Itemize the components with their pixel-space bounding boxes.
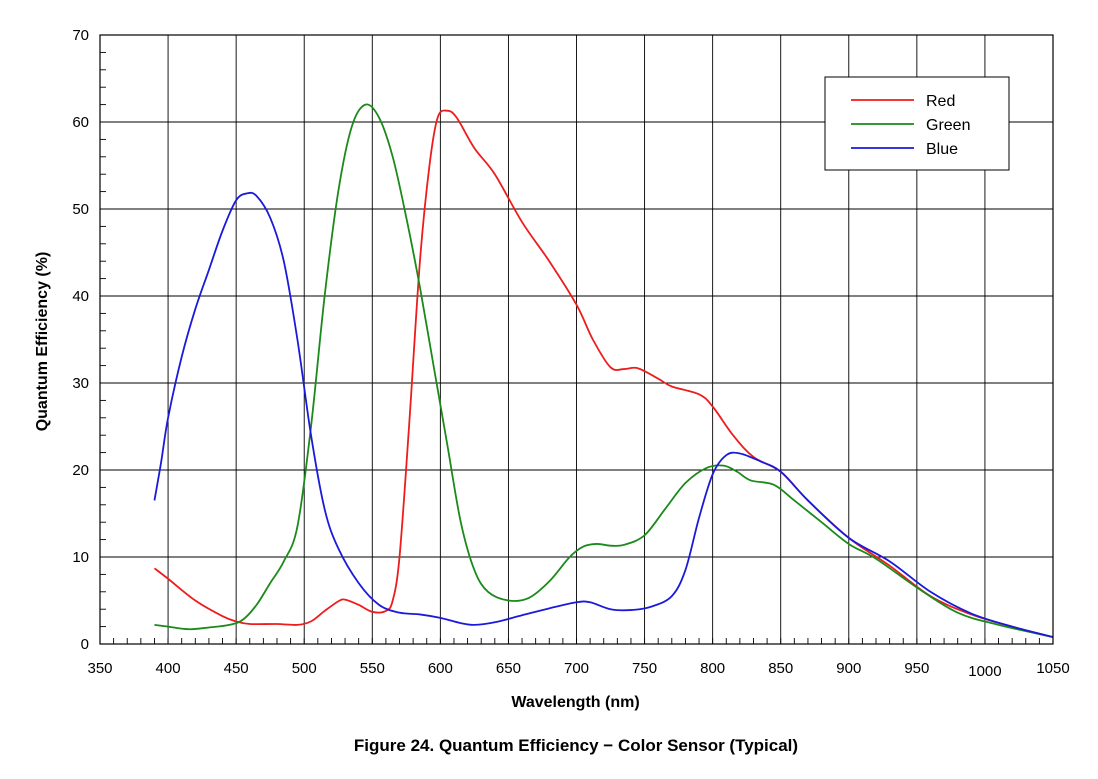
legend-label-red: Red [926,93,955,110]
series-line-green [154,103,1054,638]
x-tick-label: 550 [360,660,385,677]
x-tick-label: 800 [700,660,725,677]
x-axis-title: Wavelength (nm) [511,694,639,711]
series-line-red [153,109,1054,638]
legend-label-blue: Blue [926,141,958,158]
series-lines [153,103,1054,638]
y-tick-label: 40 [72,288,89,305]
x-tick-label: 450 [224,660,249,677]
x-tick-label: 500 [292,660,317,677]
x-tick-label: 1050 [1036,660,1069,677]
x-tick-label: 700 [564,660,589,677]
legend: Red Green Blue [824,76,1010,171]
x-tick-label: 1000 [968,663,1001,680]
legend-label-green: Green [926,117,970,134]
x-tick-label: 650 [496,660,521,677]
figure-caption: Figure 24. Quantum Efficiency − Color Se… [354,736,798,755]
x-tick-label: 400 [156,660,181,677]
x-tick-label: 850 [768,660,793,677]
minor-ticks [99,34,1054,645]
y-tick-label: 10 [72,549,89,566]
y-tick-label: 30 [72,375,89,392]
y-tick-label: 50 [72,201,89,218]
y-tick-label: 60 [72,114,89,131]
y-tick-label: 0 [81,636,89,653]
legend-box [824,76,1010,171]
x-tick-label: 350 [87,660,112,677]
plot-frame [99,34,1054,645]
y-tick-label: 70 [72,27,89,44]
y-axis-title: Quantum Efficiency (%) [34,252,51,432]
x-tick-label: 600 [428,660,453,677]
x-tick-label: 950 [904,660,929,677]
tick-labels: 350 400 450 500 550 600 650 700 750 800 850 900 950 1… [72,27,1069,680]
series-line-blue [153,191,1054,638]
y-tick-label: 20 [72,462,89,479]
x-tick-label: 750 [632,660,657,677]
x-tick-label: 900 [836,660,861,677]
